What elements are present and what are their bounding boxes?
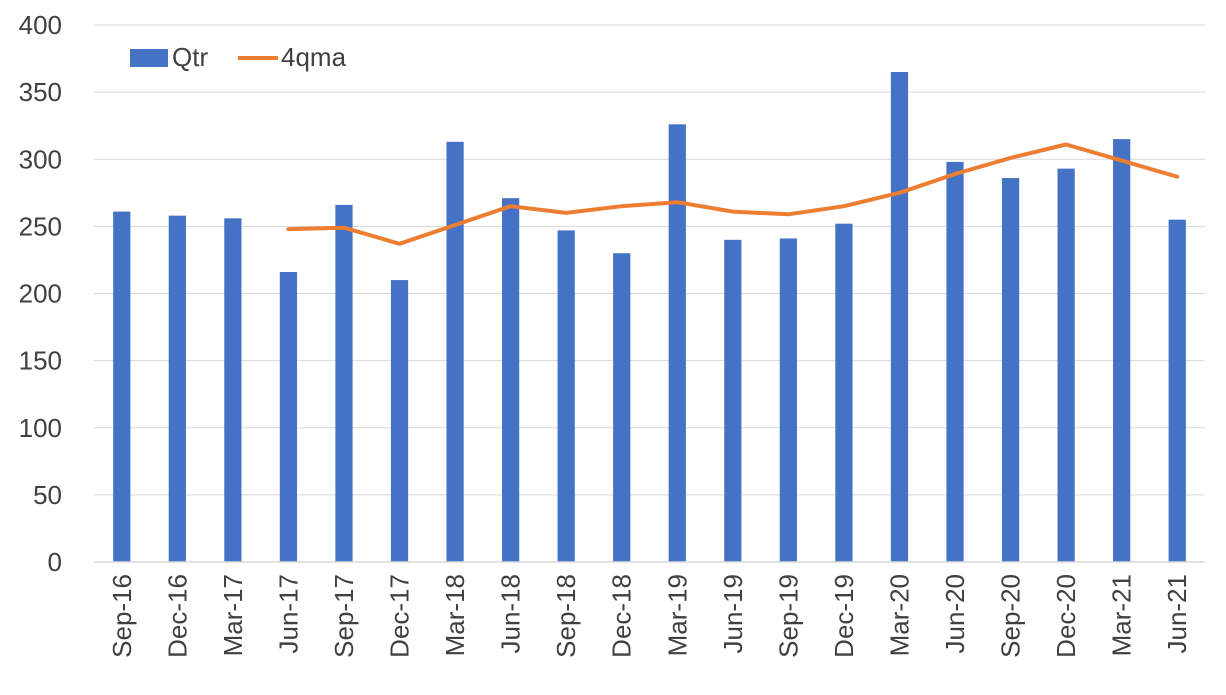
x-tick-label: Dec-19 bbox=[829, 574, 859, 658]
x-tick-label: Mar-17 bbox=[218, 574, 248, 656]
bar-qtr-Jun-21 bbox=[1168, 219, 1186, 562]
y-tick-label: 50 bbox=[33, 480, 62, 510]
x-tick-label: Dec-20 bbox=[1051, 574, 1081, 658]
y-tick-label: 350 bbox=[19, 77, 62, 107]
gridlines bbox=[94, 24, 1205, 496]
bar-qtr-Mar-18 bbox=[446, 141, 464, 563]
bar-qtr-Sep-16 bbox=[113, 211, 131, 563]
bar-qtr-Jun-17 bbox=[279, 272, 298, 562]
legend-swatch-qtr bbox=[130, 49, 168, 67]
x-tick-label: Dec-16 bbox=[162, 574, 192, 658]
x-tick-label: Sep-17 bbox=[329, 574, 359, 658]
y-tick-label: 400 bbox=[19, 10, 62, 40]
x-tick-label: Mar-19 bbox=[662, 574, 692, 656]
bar-qtr-Dec-19 bbox=[835, 223, 853, 562]
x-tick-label: Jun-18 bbox=[496, 574, 526, 654]
y-tick-label: 0 bbox=[48, 547, 62, 577]
ma-line-series bbox=[286, 142, 1180, 246]
bar-qtr-Sep-19 bbox=[779, 238, 797, 562]
bar-qtr-Dec-20 bbox=[1057, 168, 1075, 562]
x-tick-label: Dec-17 bbox=[385, 574, 415, 658]
legend-label-4qma: 4qma bbox=[281, 42, 347, 72]
y-axis-tick-labels: 0 50 100 150 200 250 300 350 400 bbox=[19, 10, 62, 577]
x-tick-label: Mar-20 bbox=[884, 574, 914, 656]
bar-qtr-Mar-19 bbox=[668, 124, 686, 562]
bar-qtr-Sep-18 bbox=[557, 230, 575, 562]
line-4qma bbox=[286, 142, 1180, 246]
x-axis-tick-labels: Sep-16 Dec-16 Mar-17 Jun-17 Sep-17 Dec-17 Mar-… bbox=[107, 574, 1192, 658]
legend-label-qtr: Qtr bbox=[172, 42, 208, 72]
x-tick-label: Jun-20 bbox=[940, 574, 970, 654]
x-tick-label: Jun-21 bbox=[1162, 574, 1192, 654]
y-tick-label: 300 bbox=[19, 144, 62, 174]
x-tick-label: Dec-18 bbox=[607, 574, 637, 658]
y-tick-label: 250 bbox=[19, 211, 62, 241]
bar-qtr-Dec-17 bbox=[390, 280, 409, 562]
x-tick-label: Sep-20 bbox=[996, 574, 1026, 658]
bar-qtr-Mar-21 bbox=[1113, 139, 1131, 563]
x-tick-label: Sep-18 bbox=[551, 574, 581, 658]
bar-qtr-Mar-17 bbox=[224, 218, 242, 562]
x-tick-label: Jun-19 bbox=[718, 574, 748, 654]
bar-qtr-Jun-19 bbox=[724, 239, 742, 563]
bar-qtr-Sep-17 bbox=[335, 204, 353, 562]
y-tick-label: 100 bbox=[19, 413, 62, 443]
x-tick-label: Mar-18 bbox=[440, 574, 470, 656]
x-tick-label: Sep-16 bbox=[107, 574, 137, 658]
y-tick-label: 200 bbox=[19, 279, 62, 309]
bar-qtr-Dec-18 bbox=[613, 253, 631, 562]
bar-qtr-Jun-18 bbox=[502, 198, 520, 562]
x-tick-label: Jun-17 bbox=[273, 574, 303, 654]
x-tick-label: Mar-21 bbox=[1107, 574, 1137, 656]
bar-qtr-Mar-20 bbox=[890, 71, 909, 563]
bar-qtr-Jun-20 bbox=[946, 161, 964, 562]
qtr-bars bbox=[113, 71, 1186, 563]
bar-qtr-Dec-16 bbox=[168, 215, 186, 562]
y-tick-label: 150 bbox=[19, 346, 62, 376]
bar-qtr-Sep-20 bbox=[1001, 178, 1020, 563]
legend: Qtr 4qma bbox=[130, 42, 347, 72]
x-tick-label: Sep-19 bbox=[773, 574, 803, 658]
